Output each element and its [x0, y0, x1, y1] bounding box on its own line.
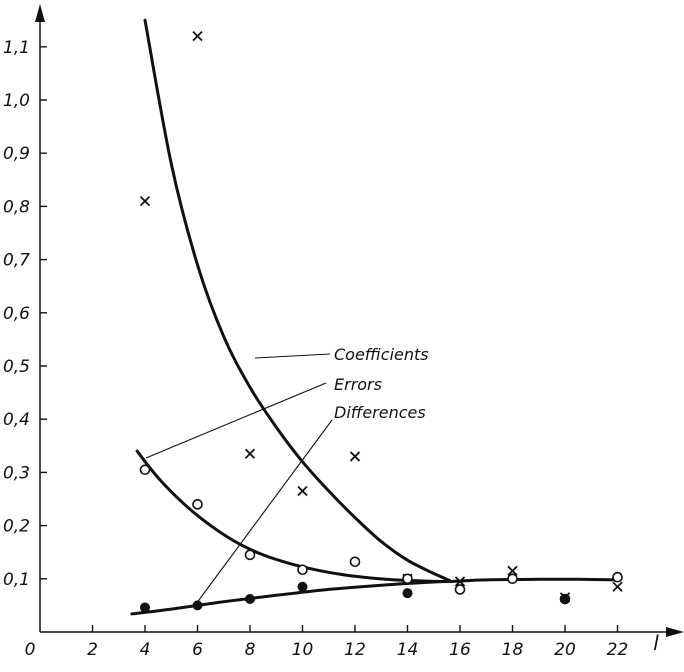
data-points	[139, 31, 623, 613]
x-tick-label: 20	[554, 640, 576, 660]
x-marker-stroke	[612, 581, 623, 592]
errors-leader-line	[145, 382, 327, 459]
differences-leader-line	[195, 419, 333, 605]
x-marker-stroke	[297, 485, 308, 497]
x-marker-stroke	[454, 576, 466, 587]
x-marker-stroke	[349, 451, 361, 462]
y-tick-label: 0,7	[3, 251, 30, 271]
x-axis-title: l	[653, 631, 659, 655]
x-tick-label: 6	[192, 640, 203, 660]
y-tick-label: 0,8	[3, 197, 30, 217]
errors-point	[402, 573, 413, 585]
x-tick-label: 12	[344, 640, 366, 660]
coefficients-point	[349, 451, 361, 462]
axes: 0 2 4 6 8 10 12 14 16 18 20 22 0,1 0,2 0,3 0,4 0,5 0,6 0,7…	[3, 4, 684, 660]
x-tick-label: 10	[292, 640, 314, 660]
x-tick-label: 22	[607, 640, 629, 660]
coefficients-annotation: Coefficients	[334, 345, 429, 364]
y-tick-label: 0,3	[3, 463, 30, 483]
x-tick-label: 4	[140, 640, 151, 660]
coefficients-point	[507, 565, 518, 576]
annotations: Coefficients Errors Differences	[145, 345, 429, 605]
x-marker-stroke	[507, 565, 518, 576]
x-tick-label: 16	[449, 640, 471, 660]
coefficients-point	[297, 485, 308, 497]
x-tick-label: 18	[502, 640, 524, 660]
errors-annotation: Errors	[334, 375, 382, 394]
x-tick-label: 2	[87, 640, 98, 660]
differences-point	[402, 588, 413, 599]
errors-point	[507, 573, 518, 585]
y-tick-label: 1,1	[3, 38, 30, 58]
differences-point	[560, 594, 570, 605]
y-tick-label: 0,5	[3, 357, 30, 377]
x-marker-stroke	[192, 31, 203, 42]
x-marker-stroke	[244, 448, 256, 459]
errors-point	[612, 571, 623, 583]
coefficients-leader-line	[254, 353, 331, 359]
y-tick-label: 0,9	[3, 144, 30, 164]
errors-point	[139, 464, 151, 476]
coefficients-point	[244, 448, 256, 459]
differences-point	[192, 600, 203, 611]
coefficients-point	[139, 195, 151, 207]
y-tick-label: 1,0	[3, 91, 30, 111]
differences-point	[297, 581, 308, 592]
differences-point	[245, 594, 255, 605]
differences-point	[140, 602, 150, 613]
x-axis-arrow	[666, 627, 684, 637]
x-tick-label: 8	[245, 640, 256, 660]
x-tick-label: 0	[25, 640, 36, 660]
errors-point	[244, 549, 256, 561]
errors-point	[454, 584, 466, 595]
errors-point	[297, 564, 308, 576]
fitted-curves	[130, 18, 619, 616]
coefficients-curve	[143, 18, 451, 582]
y-tick-label: 0,1	[3, 570, 30, 590]
y-tick-label: 0,2	[3, 517, 30, 537]
errors-point	[349, 556, 361, 568]
coefficients-point	[192, 31, 203, 42]
coefficients-point	[454, 576, 466, 587]
errors-curve	[135, 449, 619, 584]
y-axis-arrow	[35, 4, 45, 22]
y-tick-label: 0,6	[3, 304, 30, 324]
x-tick-label: 14	[397, 640, 419, 660]
differences-curve	[130, 579, 451, 616]
y-tick-label: 0,4	[3, 410, 30, 430]
errors-point	[192, 499, 203, 510]
x-marker-stroke	[139, 195, 151, 207]
coefficients-point	[612, 581, 623, 592]
differences-annotation: Differences	[334, 403, 426, 422]
